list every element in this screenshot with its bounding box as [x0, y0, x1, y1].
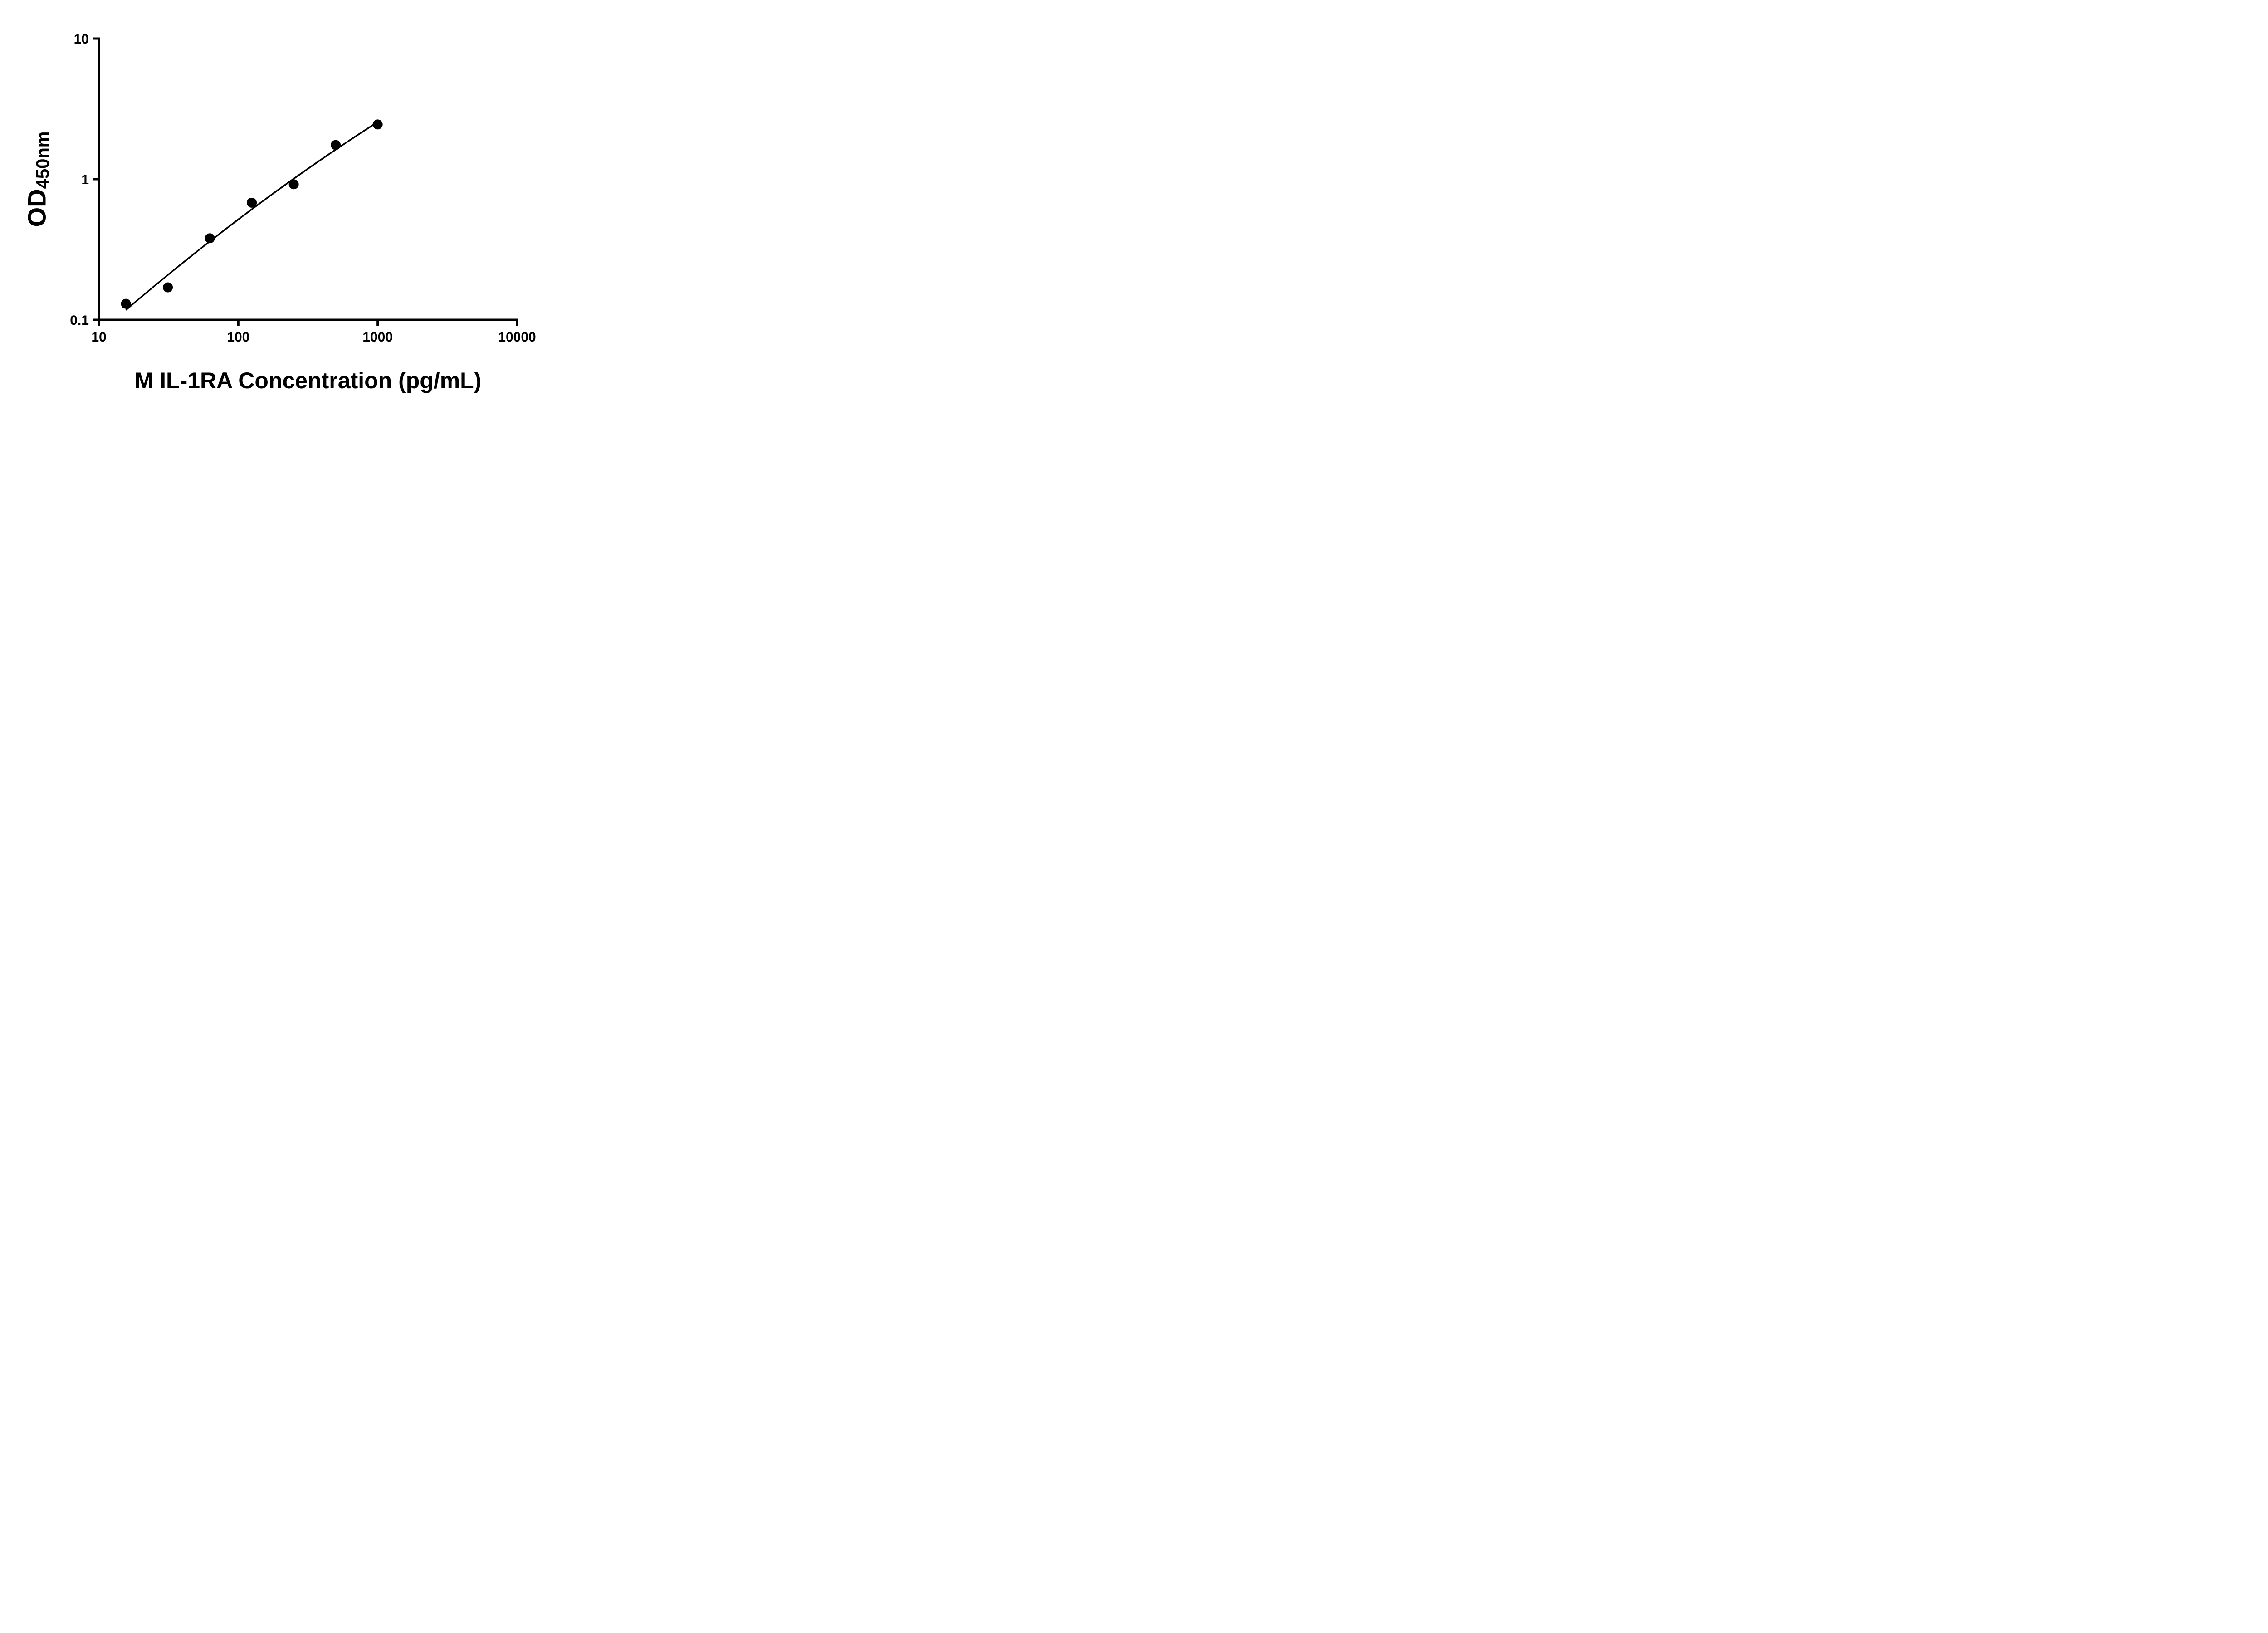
y-axis-title-main: OD	[22, 189, 51, 227]
data-point	[247, 197, 257, 208]
y-axis-title-subscript: 450nm	[33, 131, 53, 189]
y-tick-label: 1	[81, 172, 89, 187]
data-point	[163, 282, 173, 293]
plot-canvas: 10 100 1000 10000 10 1 0.1	[70, 32, 536, 345]
x-axis-title: M IL-1RA Concentration (pg/mL)	[134, 368, 482, 393]
y-tick-label: 0.1	[70, 313, 89, 328]
y-axis-title: OD450nm	[22, 131, 53, 227]
fit-curve	[125, 121, 378, 311]
data-point	[372, 119, 383, 130]
x-tick-label: 100	[227, 330, 249, 345]
x-tick-label: 10	[91, 330, 106, 345]
data-point	[331, 140, 341, 150]
data-point	[288, 179, 299, 190]
data-point	[205, 233, 215, 244]
x-tick-label: 1000	[362, 330, 393, 345]
elisa-standard-curve-figure: 10 100 1000 10000 10 1 0.1 OD450nm M IL-1RA Co…	[0, 0, 571, 408]
data-point	[121, 298, 131, 309]
x-tick-label: 10000	[498, 330, 536, 345]
y-tick-label: 10	[74, 32, 89, 47]
